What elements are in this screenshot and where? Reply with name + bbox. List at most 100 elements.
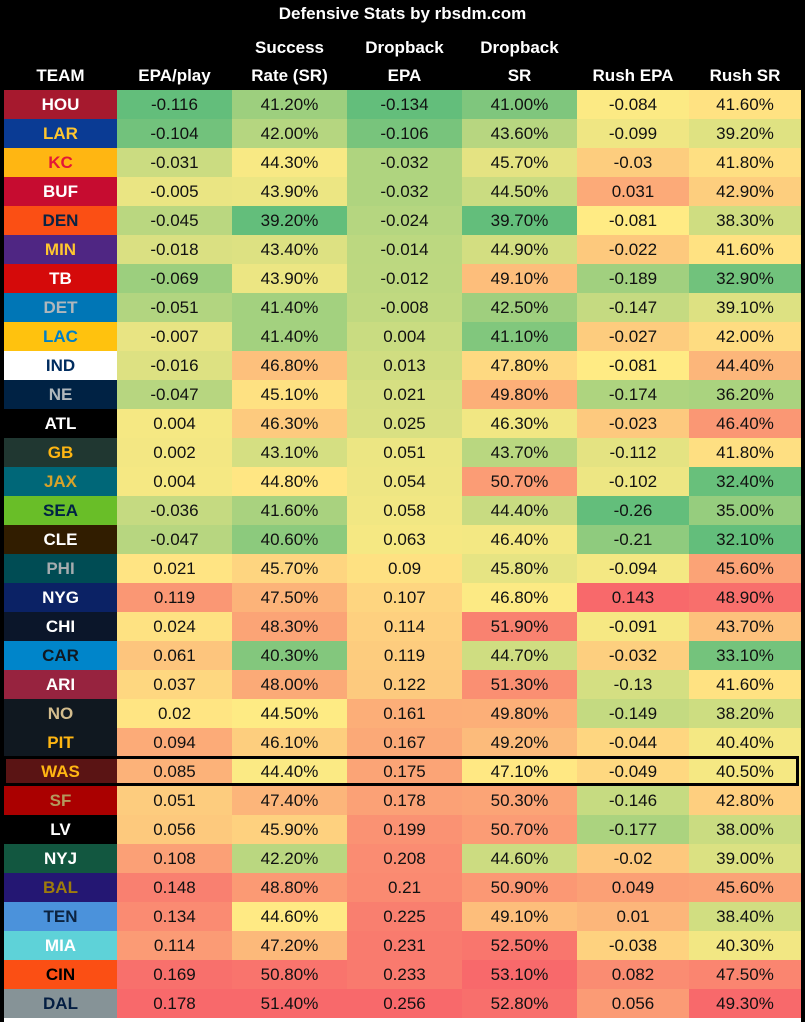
- value-cell: -0.094: [577, 554, 689, 583]
- table-row: TEN 0.134 44.60% 0.225 49.10% 0.01 38.40%: [0, 902, 805, 931]
- table-row: NYJ 0.108 42.20% 0.208 44.60% -0.02 39.00%: [0, 844, 805, 873]
- value-cell: 41.10%: [462, 322, 577, 351]
- value-cell: 0.199: [347, 815, 462, 844]
- value-cell: -0.008: [347, 293, 462, 322]
- value-cell: 49.30%: [689, 989, 801, 1018]
- table-row: CLE -0.047 40.60% 0.063 46.40% -0.21 32.10%: [0, 525, 805, 554]
- value-cell: -0.036: [117, 496, 232, 525]
- value-cell: 42.90%: [689, 177, 801, 206]
- table-row: WAS 0.085 44.40% 0.175 47.10% -0.049 40.50%: [0, 757, 805, 786]
- value-cell: -0.03: [577, 148, 689, 177]
- team-cell: LV: [4, 815, 117, 844]
- table-row: SF 0.051 47.40% 0.178 50.30% -0.146 42.80%: [0, 786, 805, 815]
- value-cell: 0.056: [577, 989, 689, 1018]
- value-cell: 46.40%: [462, 525, 577, 554]
- value-cell: 0.108: [117, 844, 232, 873]
- value-cell: 41.60%: [689, 235, 801, 264]
- team-cell: MIA: [4, 931, 117, 960]
- value-cell: 47.50%: [689, 960, 801, 989]
- team-cell: HOU: [4, 90, 117, 119]
- value-cell: 41.60%: [689, 670, 801, 699]
- column-header-4: Dropback SR: [462, 32, 577, 90]
- team-cell: CIN: [4, 960, 117, 989]
- value-cell: 40.50%: [689, 757, 801, 786]
- value-cell: -0.032: [347, 148, 462, 177]
- value-cell: 44.80%: [232, 467, 347, 496]
- value-cell: 0.167: [347, 728, 462, 757]
- value-cell: 47.10%: [462, 757, 577, 786]
- value-cell: 0.122: [347, 670, 462, 699]
- value-cell: 38.40%: [689, 902, 801, 931]
- value-cell: 44.40%: [232, 757, 347, 786]
- value-cell: 40.60%: [232, 525, 347, 554]
- value-cell: -0.099: [577, 119, 689, 148]
- table-row: LAC -0.007 41.40% 0.004 41.10% -0.027 42.00%: [0, 322, 805, 351]
- column-header-6: Rush SR: [689, 32, 801, 90]
- team-cell: DEN: [4, 206, 117, 235]
- value-cell: -0.047: [117, 380, 232, 409]
- value-cell: 0.178: [347, 786, 462, 815]
- value-cell: 40.30%: [232, 641, 347, 670]
- team-cell: SEA: [4, 496, 117, 525]
- value-cell: -0.102: [577, 467, 689, 496]
- column-header-5: Rush EPA: [577, 32, 689, 90]
- value-cell: 32.90%: [689, 264, 801, 293]
- value-cell: 39.70%: [462, 206, 577, 235]
- team-cell: NYJ: [4, 844, 117, 873]
- column-header-1: EPA/play: [117, 32, 232, 90]
- team-cell: GB: [4, 438, 117, 467]
- value-cell: 44.60%: [462, 844, 577, 873]
- table-title: Defensive Stats by rbsdm.com: [278, 4, 527, 23]
- value-cell: -0.032: [577, 641, 689, 670]
- value-cell: 0.013: [347, 351, 462, 380]
- value-cell: 42.00%: [232, 119, 347, 148]
- table-row: CAR 0.061 40.30% 0.119 44.70% -0.032 33.10%: [0, 641, 805, 670]
- value-cell: 49.10%: [462, 264, 577, 293]
- team-cell: LAR: [4, 119, 117, 148]
- column-header-line: Rush SR: [709, 66, 781, 85]
- value-cell: 46.40%: [689, 409, 801, 438]
- value-cell: 0.021: [347, 380, 462, 409]
- value-cell: 43.40%: [232, 235, 347, 264]
- value-cell: 0.114: [347, 612, 462, 641]
- value-cell: 0.021: [117, 554, 232, 583]
- value-cell: 0.004: [117, 409, 232, 438]
- value-cell: -0.045: [117, 206, 232, 235]
- value-cell: -0.189: [577, 264, 689, 293]
- value-cell: 38.20%: [689, 699, 801, 728]
- table-row: MIA 0.114 47.20% 0.231 52.50% -0.038 40.30%: [0, 931, 805, 960]
- table-row: DEN -0.045 39.20% -0.024 39.70% -0.081 38.30%: [0, 206, 805, 235]
- value-cell: 46.80%: [232, 351, 347, 380]
- team-cell: ARI: [4, 670, 117, 699]
- value-cell: 43.90%: [232, 264, 347, 293]
- team-cell: BAL: [4, 873, 117, 902]
- team-cell: PHI: [4, 554, 117, 583]
- value-cell: 0.143: [577, 583, 689, 612]
- column-header-line: Dropback: [365, 38, 444, 57]
- value-cell: 47.40%: [232, 786, 347, 815]
- value-cell: -0.116: [117, 90, 232, 119]
- value-cell: -0.26: [577, 496, 689, 525]
- value-cell: 39.20%: [689, 119, 801, 148]
- table-row: CHI 0.024 48.30% 0.114 51.90% -0.091 43.70%: [0, 612, 805, 641]
- value-cell: 47.20%: [232, 931, 347, 960]
- value-cell: 0.233: [347, 960, 462, 989]
- value-cell: -0.027: [577, 322, 689, 351]
- table-row: LAR -0.104 42.00% -0.106 43.60% -0.099 39.20%: [0, 119, 805, 148]
- team-cell: TEN: [4, 902, 117, 931]
- value-cell: 41.40%: [232, 293, 347, 322]
- value-cell: 44.40%: [689, 351, 801, 380]
- table-row: NE -0.047 45.10% 0.021 49.80% -0.174 36.20%: [0, 380, 805, 409]
- value-cell: 0.02: [117, 699, 232, 728]
- value-cell: 45.80%: [462, 554, 577, 583]
- team-cell: WAS: [4, 757, 117, 786]
- value-cell: -0.177: [577, 815, 689, 844]
- value-cell: 44.60%: [232, 902, 347, 931]
- value-cell: 45.90%: [232, 815, 347, 844]
- value-cell: 0.225: [347, 902, 462, 931]
- column-header-line: Rate (SR): [251, 66, 328, 85]
- value-cell: 0.169: [117, 960, 232, 989]
- value-cell: -0.016: [117, 351, 232, 380]
- value-cell: 0.031: [577, 177, 689, 206]
- value-cell: 46.80%: [462, 583, 577, 612]
